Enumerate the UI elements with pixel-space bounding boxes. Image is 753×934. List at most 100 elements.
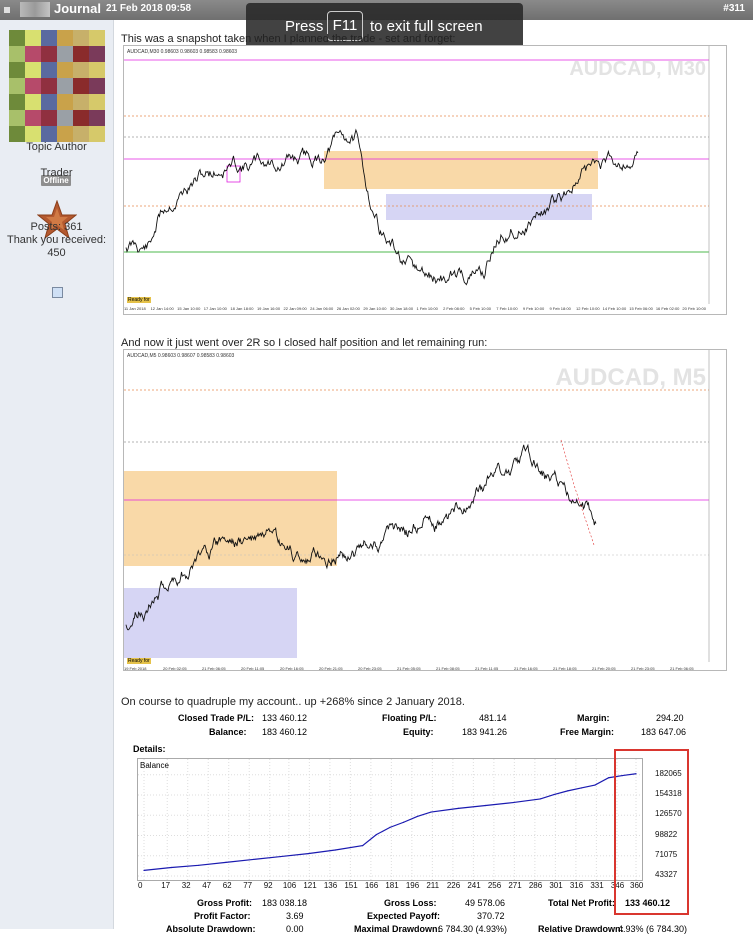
balance-point	[280, 855, 282, 858]
x-tick-label: 136	[323, 881, 338, 890]
price-chart-m30[interactable]: AUDCAD, M30 AUDCAD,M30 0.98603 0.98603 0…	[123, 45, 727, 315]
balance-point	[512, 801, 514, 804]
x-tick-label: 256	[487, 881, 502, 890]
floating-pl-label: Floating P/L:	[382, 713, 437, 723]
margin-label: Margin:	[577, 713, 610, 723]
xaxis-tick-label: 22 Jan 09:00	[283, 306, 307, 311]
xaxis-tick-label: 21 Feb 06:05	[202, 666, 226, 671]
balance-point	[416, 815, 418, 818]
author-rank: Trader	[40, 167, 73, 179]
f11-key: F11	[327, 11, 363, 41]
x-tick-label: 47	[202, 881, 212, 890]
equity-label: Equity:	[403, 727, 434, 737]
xaxis-tick-label: 7 Feb 10:00	[496, 306, 518, 311]
username-link[interactable]: Journal	[54, 1, 101, 16]
y-tick-label: 154318	[655, 789, 682, 799]
x-tick-label: 301	[549, 881, 563, 890]
balance-label: Balance:	[209, 727, 247, 737]
xaxis-tick-label: 30 Jan 18:00	[389, 306, 414, 311]
x-tick-label: 331	[590, 881, 604, 890]
balance-point	[252, 858, 254, 861]
x-tick-label: 106	[282, 881, 297, 890]
x-tick-label: 286	[528, 881, 543, 890]
balance-point	[362, 844, 364, 847]
balance-point	[143, 869, 145, 872]
balance-point	[621, 774, 623, 777]
collapse-icon[interactable]	[4, 7, 10, 13]
balance-point	[539, 798, 541, 800]
maximal-drawdown-label: Maximal Drawdown:	[354, 924, 441, 934]
xaxis-tick-label: 5 Feb 10:00	[469, 306, 492, 311]
xaxis-tick-label: 14 Feb 10:00	[602, 306, 627, 311]
xaxis-tick-label: 20 Feb 11:05	[241, 666, 265, 671]
xaxis-tick-label: 24 Jan 06:00	[310, 306, 334, 311]
y-tick-label: 182065	[655, 768, 682, 778]
xaxis-tick-label: 12 Feb 10:00	[576, 306, 600, 311]
avatar[interactable]	[9, 30, 105, 142]
details-heading: Details:	[133, 744, 166, 754]
mini-avatar	[20, 2, 50, 17]
x-tick-label: 62	[222, 881, 232, 890]
balance-point	[553, 793, 555, 796]
balance-point	[170, 866, 172, 869]
chart2-header: AUDCAD,M5 0.98603 0.98607 0.98583 0.9860…	[127, 353, 235, 359]
profile-button[interactable]	[52, 287, 63, 298]
free-margin-value: 183 647.06	[641, 727, 687, 737]
xaxis-tick-label: 1 Feb 10:00	[416, 306, 438, 311]
demand-zone-m5	[124, 588, 297, 658]
chart1-watermark: AUDCAD, M30	[569, 58, 706, 80]
gross-loss-label: Gross Loss:	[384, 898, 437, 908]
x-tick-label: 121	[303, 881, 317, 890]
fullscreen-exit: to exit full screen	[370, 18, 483, 35]
xaxis-tick-label: 16 Feb 02:00	[655, 306, 680, 311]
rank-star-icon	[37, 200, 77, 240]
balance-legend: Balance	[140, 761, 169, 770]
x-tick-label: 241	[467, 881, 481, 890]
xaxis-tick-label: 20 Feb 10:00	[682, 306, 706, 311]
xaxis-tick-label: 20 Feb 16:05	[280, 666, 304, 671]
chart2-watermark: AUDCAD, M5	[555, 364, 706, 391]
chart-m5-canvas	[124, 350, 710, 662]
xaxis-tick-label: 12 Jan 14:00	[150, 306, 174, 311]
x-tick-label: 151	[344, 881, 358, 890]
xaxis-tick-label: 19 Feb 2018	[124, 666, 147, 671]
balance-point	[307, 853, 309, 855]
x-tick-label: 346	[610, 881, 625, 890]
xaxis-tick-label: 21 Feb 11:05	[475, 666, 499, 671]
xaxis-tick-label: 9 Feb 18:00	[549, 306, 571, 311]
post-date: 21 Feb 2018 09:58	[106, 3, 192, 14]
price-chart-m5[interactable]: AUDCAD, M5 AUDCAD,M5 0.98603 0.98607 0.9…	[123, 349, 727, 671]
gross-profit-value: 183 038.18	[262, 898, 308, 908]
price-line-m30	[125, 128, 639, 286]
equity-value: 183 941.26	[462, 727, 508, 737]
balance-point	[580, 787, 582, 789]
x-tick-label: 17	[161, 881, 171, 890]
xaxis-tick-label: 20 Feb 02:05	[163, 666, 187, 671]
post-count: Posts: 361	[30, 221, 83, 233]
xaxis-tick-label: 20 Feb 21:05	[319, 666, 343, 671]
balance-value: 183 460.12	[262, 727, 308, 737]
chart-m30-canvas	[124, 46, 710, 304]
x-tick-label: 166	[364, 881, 379, 890]
fullscreen-press: Press	[285, 18, 324, 35]
balance-point	[375, 834, 377, 836]
balance-point	[485, 804, 487, 807]
x-tick-label: 32	[181, 881, 191, 890]
demand-zone	[386, 194, 592, 220]
post-number-link[interactable]: #311	[723, 3, 745, 14]
xaxis-tick-label: 15 Feb 06:00	[629, 306, 653, 311]
xaxis-tick-label: 21 Feb 05:05	[397, 666, 421, 671]
xaxis-tick-label: 29 Jan 10:00	[363, 306, 387, 311]
chart1-xaxis: 11 Jan 2018 12 Jan 14:00 15 Jan 10:00 17 Ja…	[124, 306, 709, 314]
relative-drawdown-label: Relative Drawdown:	[538, 924, 624, 934]
net-profit-value: 133 460.12	[625, 898, 671, 908]
absolute-drawdown-value: 0.00	[286, 924, 304, 934]
relative-drawdown-value: 4.93% (6 784.30)	[618, 924, 688, 934]
margin-value: 294.20	[656, 713, 684, 723]
xaxis-tick-label: 18 Jan 18:00	[230, 306, 254, 311]
gross-profit-label: Gross Profit:	[197, 898, 253, 908]
y-tick-label: 126570	[655, 809, 682, 819]
balance-chart: Balance	[137, 758, 643, 881]
balance-point	[457, 807, 459, 809]
author-sidebar: Topic Author Offline Trader Posts: 361 T…	[0, 20, 114, 929]
